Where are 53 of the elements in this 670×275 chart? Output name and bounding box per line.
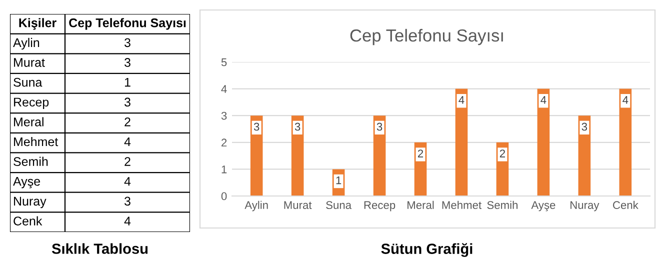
- bar: [537, 88, 550, 196]
- bar: [619, 88, 632, 196]
- y-tick-label: 0: [221, 192, 227, 200]
- data-label: 4: [622, 96, 628, 104]
- data-label: 3: [124, 58, 130, 67]
- data-label: 2: [124, 118, 130, 126]
- data-label: 4: [124, 216, 131, 226]
- data-label: 3: [376, 122, 382, 131]
- data-label: 4: [458, 96, 464, 104]
- category-label: Aylin: [13, 38, 40, 50]
- data-label: 3: [124, 196, 130, 206]
- data-label: 4: [124, 137, 131, 146]
- category-label: Suna: [14, 78, 42, 87]
- data-label: 3: [254, 122, 260, 131]
- data-label: 1: [124, 78, 130, 87]
- data-label: 3: [124, 38, 130, 48]
- text: Sıklık Tablosu: [52, 243, 148, 254]
- category-label: Cenk: [14, 216, 42, 226]
- data-label: 2: [418, 150, 424, 158]
- x-tick-label: Mehmet: [442, 200, 482, 210]
- data-label: 2: [124, 157, 130, 166]
- data-label: 3: [294, 122, 300, 131]
- data-label: 3: [124, 98, 130, 107]
- category-label: Recep: [14, 98, 49, 110]
- y-tick-label: 3: [221, 112, 227, 120]
- bar: [455, 88, 468, 196]
- data-label: 4: [124, 177, 131, 186]
- category-label: Ayşe: [13, 177, 40, 188]
- text: Kişiler: [19, 18, 56, 30]
- y-tick-label: 4: [221, 85, 227, 93]
- x-tick-label: Meral: [408, 200, 434, 210]
- category-label: Mehmet: [14, 136, 58, 146]
- category-label: Meral: [14, 117, 44, 126]
- y-tick-label: 2: [222, 138, 227, 146]
- data-label: 1: [336, 176, 342, 184]
- chart-title: Cep Telefonu Sayısı: [350, 28, 503, 46]
- text: Cep Telefonu Sayısı: [69, 18, 186, 30]
- data-label: 2: [500, 150, 506, 158]
- x-tick-label: Murat: [284, 201, 312, 210]
- text: Sütun Grafiği: [381, 243, 472, 257]
- y-tick-label: 5: [221, 58, 227, 66]
- data-label: 4: [540, 96, 546, 104]
- category-label: Semih: [14, 156, 48, 166]
- x-tick-label: Semih: [487, 200, 518, 210]
- x-tick-label: Suna: [326, 201, 352, 210]
- y-tick-label: 1: [222, 166, 227, 174]
- x-tick-label: Aylin: [244, 200, 268, 212]
- data-label: 3: [582, 122, 588, 131]
- category-label: Murat: [14, 58, 45, 67]
- x-tick-label: Nuray: [570, 201, 600, 212]
- x-tick-label: Cenk: [613, 200, 638, 210]
- x-tick-label: Recep: [364, 201, 396, 212]
- x-tick-label: Ayşe: [531, 201, 556, 212]
